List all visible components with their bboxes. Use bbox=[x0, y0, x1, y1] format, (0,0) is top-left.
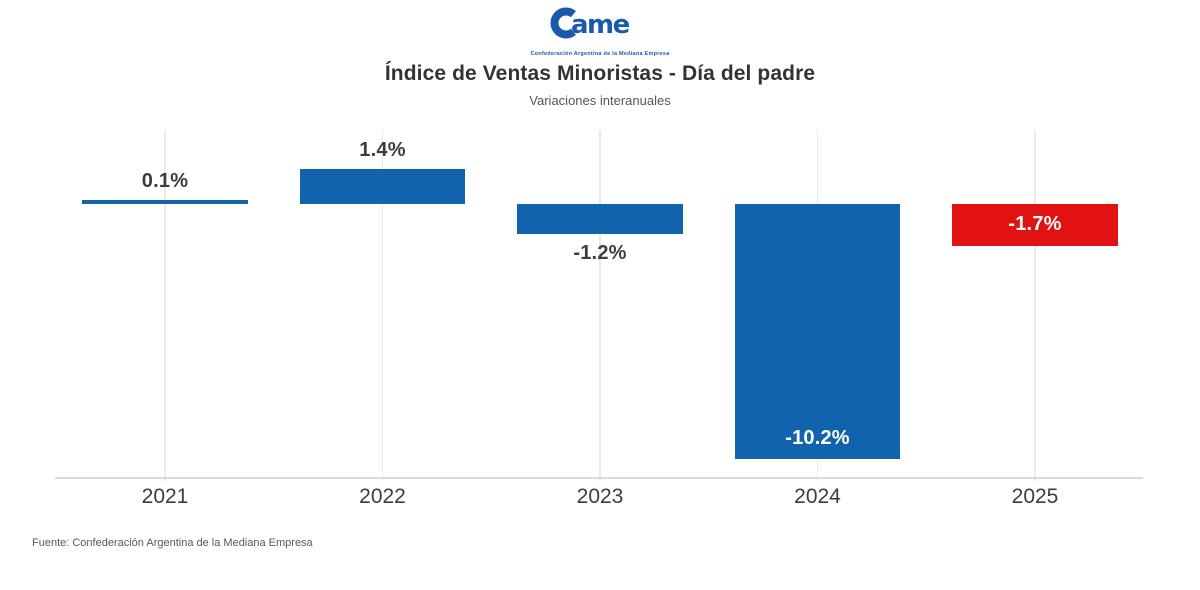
x-tick-label-2021: 2021 bbox=[141, 485, 189, 508]
x-axis-line bbox=[55, 476, 1143, 479]
source-note: Fuente: Confederación Argentina de la Me… bbox=[32, 537, 313, 549]
gridline-2022 bbox=[381, 130, 384, 481]
value-label-2024: -10.2% bbox=[785, 426, 850, 449]
bar-2022 bbox=[299, 168, 466, 204]
bar-2023 bbox=[517, 203, 683, 234]
value-label-2021: 0.1% bbox=[141, 169, 189, 192]
value-label-2025: -1.7% bbox=[1008, 212, 1062, 235]
x-tick-label-2025: 2025 bbox=[1011, 485, 1059, 508]
gridline-2021 bbox=[164, 130, 166, 481]
chart-subtitle: Variaciones interanuales bbox=[529, 93, 671, 108]
gridline-2023 bbox=[599, 130, 601, 481]
x-tick-label-2023: 2023 bbox=[576, 485, 624, 508]
bar-2024 bbox=[734, 203, 901, 459]
value-label-2022: 1.4% bbox=[359, 138, 406, 161]
gridline-2025 bbox=[1034, 130, 1036, 481]
chart-title: Índice de Ventas Minoristas - Día del pa… bbox=[384, 62, 816, 85]
x-tick-label-2022: 2022 bbox=[359, 485, 406, 508]
bar-2021 bbox=[82, 199, 248, 204]
bar-2025 bbox=[952, 203, 1118, 246]
value-label-2023: -1.2% bbox=[573, 241, 627, 264]
x-tick-label-2024: 2024 bbox=[794, 485, 841, 508]
